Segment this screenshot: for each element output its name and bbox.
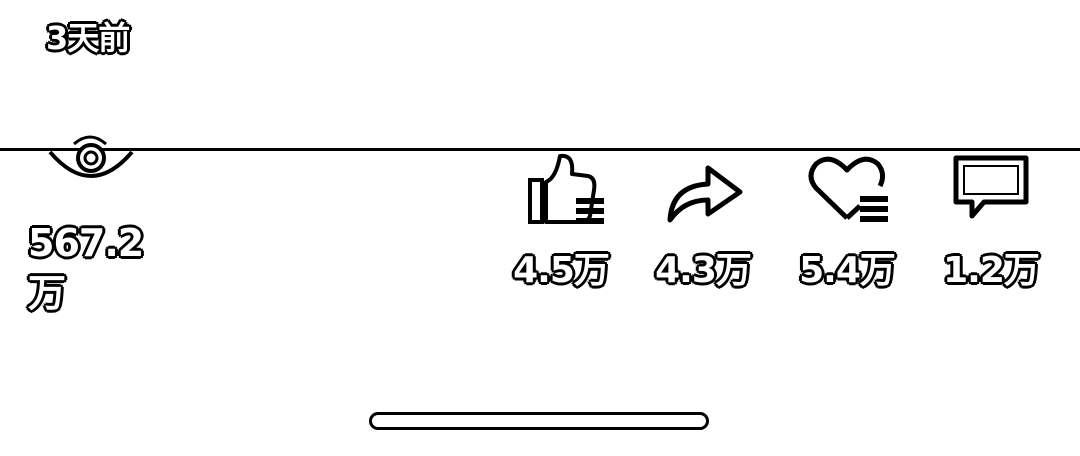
eye-icon — [46, 140, 136, 192]
comment-button[interactable]: 1.2万 — [936, 150, 1046, 292]
thumbs-up-icon — [506, 150, 616, 230]
favorite-button[interactable]: 5.4万 — [792, 150, 902, 292]
share-arrow-icon — [648, 150, 758, 230]
like-button[interactable]: 4.5万 — [506, 150, 616, 292]
post-time-label: 3天前 — [46, 19, 130, 57]
divider-line — [0, 148, 1080, 151]
favorite-count: 5.4万 — [799, 250, 896, 291]
home-indicator[interactable] — [369, 412, 709, 430]
like-count: 4.5万 — [513, 250, 610, 291]
mini-icon — [70, 128, 110, 152]
share-count: 4.3万 — [655, 250, 752, 291]
views-count: 567.2万 — [28, 221, 144, 315]
heart-list-icon — [792, 150, 902, 230]
comment-bubble-icon — [936, 150, 1046, 230]
share-button[interactable]: 4.3万 — [648, 150, 758, 292]
comment-count: 1.2万 — [943, 250, 1040, 291]
